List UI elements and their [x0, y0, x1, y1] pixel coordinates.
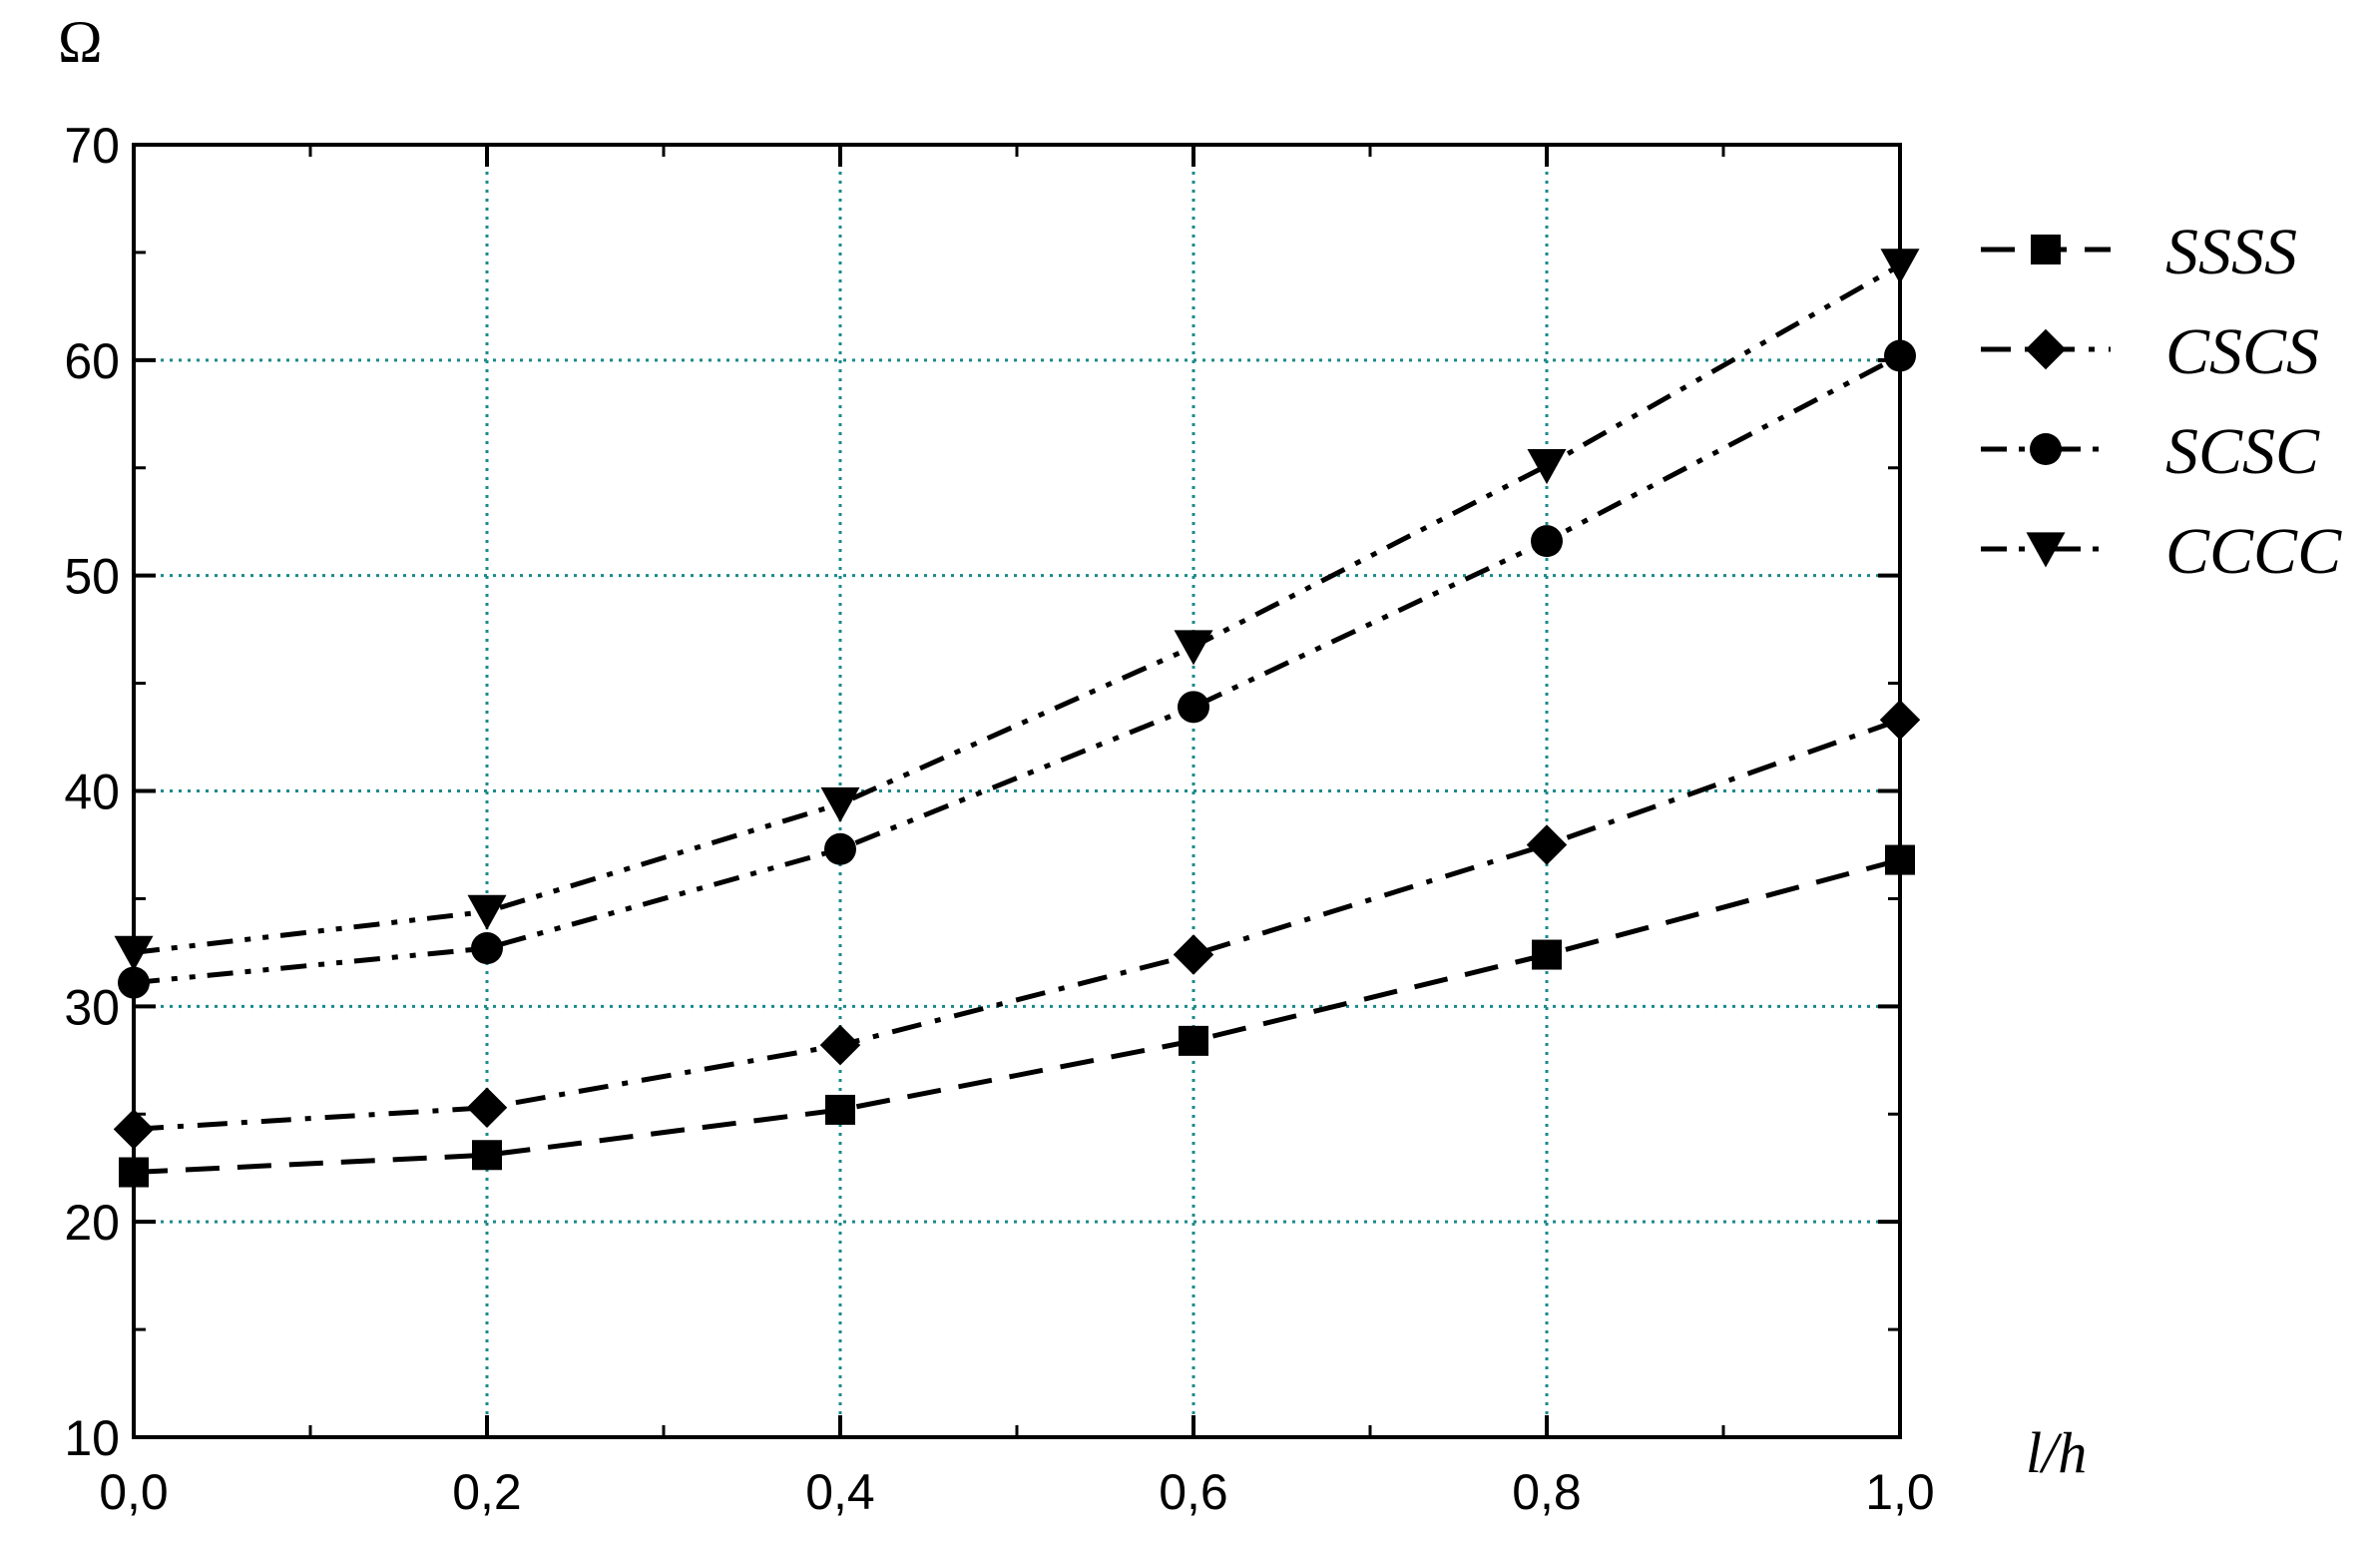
data-point-ssss: [1532, 939, 1562, 970]
legend-marker-cscs: [2025, 328, 2067, 370]
legend-marker-scsc: [2030, 433, 2062, 465]
ticks: 10 20 30 40 50 60 70 0,0 0,2 0,4 0,6 0,8 1,0: [64, 118, 1934, 1520]
legend-item-cscs: CSCS: [1981, 315, 2319, 388]
y-tick-label: 20: [64, 1195, 120, 1251]
data-point-scsc: [471, 932, 503, 965]
legend-item-cccc: CCCC: [1981, 515, 2342, 588]
data-point-cccc: [467, 894, 507, 930]
y-tick-label: 30: [64, 979, 120, 1035]
y-tick-label: 60: [64, 333, 120, 389]
legend-item-scsc: SCSC: [1981, 415, 2320, 488]
data-point-ssss: [1179, 1025, 1208, 1056]
y-tick-label: 40: [64, 765, 120, 820]
data-point-cscs: [466, 1087, 508, 1129]
series-scsc: [118, 339, 1916, 999]
data-point-scsc: [1884, 339, 1916, 372]
series-cscs: [113, 700, 1921, 1150]
data-point-cccc: [1880, 249, 1920, 284]
data-point-scsc: [118, 966, 150, 999]
legend-label-scsc: SCSC: [2165, 415, 2320, 488]
series-group: [113, 249, 1921, 1188]
data-point-cccc: [1527, 449, 1567, 485]
y-axis-title: Ω: [58, 9, 103, 75]
x-tick-label: 0,2: [452, 1464, 522, 1520]
series-line-cscs: [133, 717, 1901, 1132]
x-axis-title: l/h: [2026, 1420, 2087, 1485]
data-point-cscs: [819, 1024, 861, 1066]
data-point-ssss: [825, 1094, 855, 1125]
y-tick-label: 70: [64, 118, 120, 174]
data-point-cscs: [113, 1109, 155, 1150]
data-point-scsc: [1178, 691, 1209, 724]
grid: [134, 145, 1900, 1437]
y-tick-label: 10: [64, 1410, 120, 1466]
series-line-ssss: [133, 857, 1901, 1176]
data-point-scsc: [824, 832, 856, 865]
legend-marker-cccc: [2026, 532, 2066, 568]
legend-label-ssss: SSSS: [2165, 216, 2297, 288]
data-point-cscs: [1526, 824, 1568, 865]
y-tick-label: 50: [64, 549, 120, 605]
data-point-cscs: [1879, 700, 1921, 741]
data-point-ssss: [119, 1157, 149, 1188]
legend-marker-ssss: [2031, 235, 2061, 264]
data-point-cscs: [1173, 934, 1214, 975]
data-point-cccc: [1174, 630, 1213, 666]
legend-item-ssss: SSSS: [1981, 216, 2297, 288]
series-ssss: [119, 844, 1915, 1188]
data-point-cccc: [820, 786, 860, 822]
series-cccc: [114, 249, 1920, 971]
legend-label-cscs: CSCS: [2165, 315, 2319, 388]
x-tick-label: 0,6: [1159, 1464, 1228, 1520]
x-tick-label: 0,4: [805, 1464, 875, 1520]
x-tick-label: 0,0: [99, 1464, 169, 1520]
data-point-ssss: [472, 1140, 502, 1171]
series-line-scsc: [133, 353, 1902, 986]
legend-label-cccc: CCCC: [2165, 515, 2342, 588]
data-point-ssss: [1885, 844, 1915, 875]
data-point-scsc: [1531, 525, 1563, 558]
data-point-cccc: [114, 935, 154, 971]
x-tick-label: 1,0: [1865, 1464, 1935, 1520]
x-tick-label: 0,8: [1512, 1464, 1582, 1520]
series-line-cccc: [133, 262, 1902, 955]
legend: SSSS CSCS SCSC CCCC: [1981, 216, 2342, 588]
